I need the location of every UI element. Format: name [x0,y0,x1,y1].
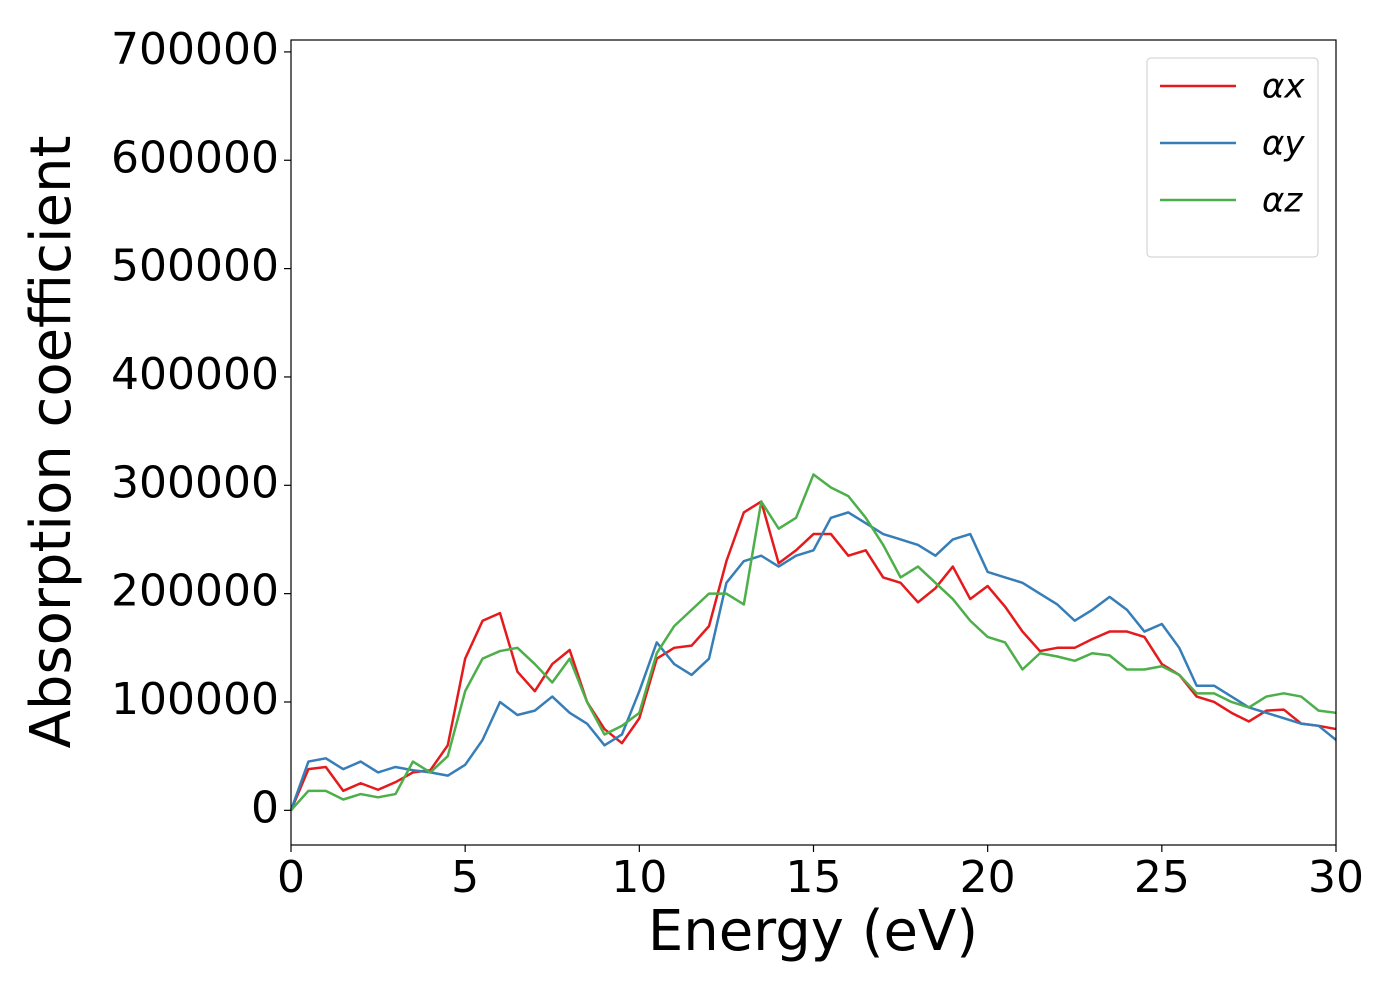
x-tick-label: 5 [451,852,479,903]
x-tick-label: 20 [960,852,1016,903]
y-axis-label: Absorption coefficient [19,136,84,749]
y-tick-label: 700000 [111,24,279,75]
plot-frame [290,39,1337,846]
legend-label: αy [1262,124,1305,164]
y-tick-label: 600000 [111,132,279,183]
y-tick-label: 0 [251,782,279,833]
x-tick-label: 15 [786,852,842,903]
legend-label: αz [1262,181,1303,221]
x-tick-label: 25 [1134,852,1190,903]
legend-box [1146,57,1319,258]
series-line [290,473,1337,812]
y-tick-label: 200000 [111,566,279,617]
y-tick-label: 300000 [111,457,279,508]
x-tick-label: 30 [1308,852,1364,903]
y-tick-label: 100000 [111,674,279,725]
x-tick-label: 10 [611,852,667,903]
y-tick-label: 400000 [111,349,279,400]
legend-label: αx [1262,67,1305,107]
series-line [289,500,1337,811]
y-tick-label: 500000 [111,241,279,292]
x-tick-label: 0 [277,852,305,903]
series-line [289,511,1337,811]
x-axis-label: Energy (eV) [648,899,978,964]
